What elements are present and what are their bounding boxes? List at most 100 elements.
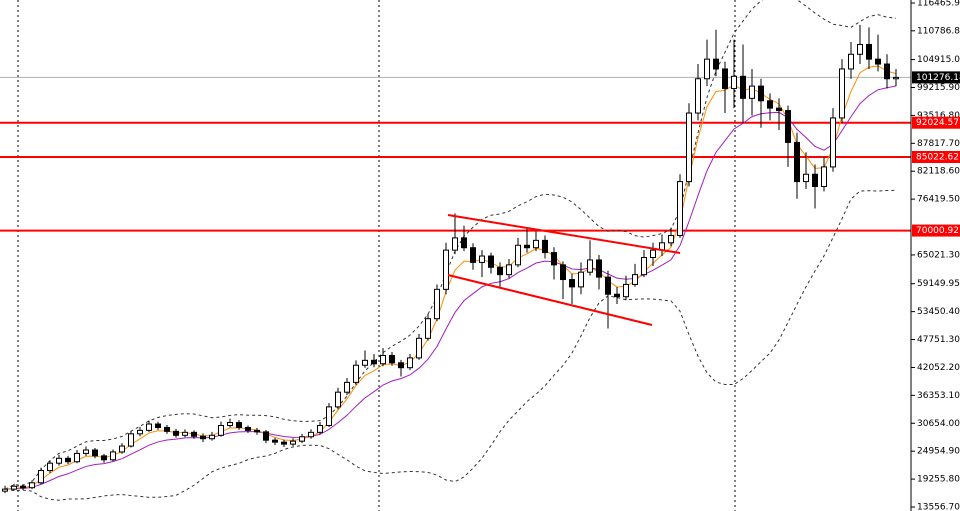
candle-body	[101, 455, 107, 461]
candle-body	[380, 354, 386, 365]
candle-body	[731, 75, 737, 90]
candle-body	[38, 470, 44, 484]
y-tick-label: 13556.70	[917, 503, 960, 511]
candle-body	[866, 43, 872, 60]
candle-body	[596, 259, 602, 278]
candle-body	[164, 426, 170, 432]
candle-body	[182, 431, 188, 436]
y-tick-label: 47751.30	[917, 335, 960, 345]
candle-body	[560, 264, 566, 281]
y-tick-label: 24954.90	[917, 447, 960, 457]
current-price-tag	[912, 71, 960, 84]
trendline	[447, 214, 681, 254]
candle-body	[641, 257, 647, 276]
candle-body	[884, 63, 890, 80]
candle-body	[587, 259, 593, 273]
y-tick-label: 110786.80	[917, 26, 960, 36]
candle-body	[146, 423, 152, 431]
candle-body	[173, 430, 179, 436]
candle-body	[254, 429, 260, 433]
candle-body	[227, 422, 233, 426]
candle-body	[245, 426, 251, 431]
candle-body	[155, 423, 161, 428]
y-tick-label: 76419.50	[917, 195, 960, 205]
candle-body	[650, 249, 656, 259]
candle-body	[578, 271, 584, 288]
candle-body	[542, 239, 548, 254]
fast-ma	[4, 65, 897, 490]
candle-body	[749, 85, 755, 99]
candle-body	[236, 422, 242, 428]
price-axis: 116465.90 110786.80 104915.00 99215.90 93516…	[911, 0, 960, 511]
candle-body	[110, 451, 116, 461]
candle-body	[875, 58, 881, 65]
candle-body	[830, 117, 836, 168]
candle-body	[695, 78, 701, 114]
level-tag	[912, 150, 960, 163]
candle-body	[614, 293, 620, 298]
candle-body	[389, 354, 395, 364]
candle-body	[335, 391, 341, 408]
y-tick-label: 59149.95	[917, 279, 960, 289]
candle-body	[479, 255, 485, 263]
plot	[0, 0, 911, 501]
candle-body	[272, 439, 278, 443]
trendline	[447, 274, 653, 326]
candle-body	[362, 359, 368, 366]
candle-body	[65, 457, 71, 463]
candle-body	[425, 318, 431, 339]
candle-body	[281, 441, 287, 445]
candle-body	[344, 381, 350, 393]
level-tag	[912, 224, 960, 237]
candle-body	[668, 234, 674, 244]
candle-body	[137, 429, 143, 435]
candle-body	[533, 239, 539, 249]
candle-body	[686, 112, 692, 183]
y-tick-label: 93516.80	[917, 111, 960, 121]
candle-body	[497, 266, 503, 276]
y-tick-label: 53450.40	[917, 307, 960, 317]
candle-body	[2, 488, 8, 492]
candle-body	[326, 406, 332, 426]
candle-body	[92, 449, 98, 457]
candle-body	[776, 107, 782, 112]
candle-body	[434, 288, 440, 320]
candle-body	[677, 181, 683, 236]
candle-body	[470, 247, 476, 263]
candle-body	[551, 252, 557, 266]
candle-body	[812, 173, 818, 187]
candle-body	[722, 68, 728, 90]
candle-body	[371, 359, 377, 365]
candle-body	[452, 237, 458, 251]
candle-body	[785, 110, 791, 143]
candle-body	[191, 431, 197, 437]
candle-body	[398, 362, 404, 369]
candle-body	[29, 482, 35, 489]
y-tick-label: 42052.20	[917, 363, 960, 373]
candle-body	[20, 485, 26, 489]
candle-body	[803, 173, 809, 183]
candle-body	[47, 462, 53, 472]
candle-body	[119, 445, 125, 453]
y-tick-label: 104915.00	[917, 55, 960, 65]
candle-body	[839, 68, 845, 119]
candle-body	[794, 141, 800, 183]
level-label: 92024.57	[916, 118, 959, 128]
candle-body	[632, 274, 638, 285]
y-tick-label: 30654.00	[917, 419, 960, 429]
candle-body	[128, 433, 134, 447]
y-tick-label: 36353.10	[917, 391, 960, 401]
candle-body	[11, 485, 17, 490]
candle-body	[353, 364, 359, 383]
y-tick-label: 87817.70	[917, 139, 960, 149]
candle-body	[767, 100, 773, 109]
candle-body	[713, 58, 719, 70]
candle-body	[515, 244, 521, 266]
y-tick-label: 116465.90	[917, 0, 960, 9]
candle-body	[290, 440, 296, 445]
candle-body	[506, 264, 512, 276]
bollinger-lower	[4, 189, 897, 501]
y-tick-label: 82118.60	[917, 167, 960, 177]
